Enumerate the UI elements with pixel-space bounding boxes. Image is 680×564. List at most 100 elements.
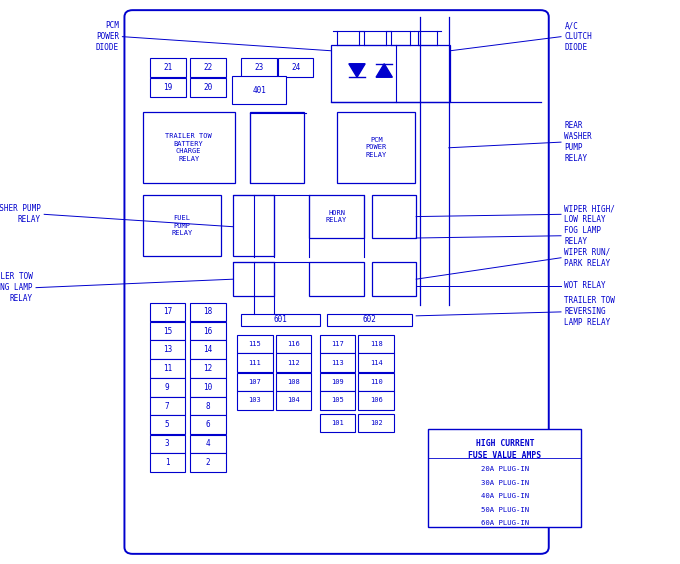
Bar [150,453,185,472]
Bar [190,453,226,472]
Bar [190,341,226,359]
Polygon shape [376,64,392,77]
Bar [150,415,185,434]
Bar [190,321,226,341]
Bar [150,58,186,77]
Bar [358,372,394,391]
Text: 30A PLUG-IN: 30A PLUG-IN [481,480,529,486]
Bar [428,429,581,527]
Text: 2: 2 [206,458,210,467]
Text: 112: 112 [288,360,300,365]
Text: 4: 4 [206,439,210,448]
Text: FUEL
PUMP
RELAY: FUEL PUMP RELAY [171,215,192,236]
Bar [320,372,355,391]
Bar [150,341,185,359]
Text: 1: 1 [165,458,169,467]
Text: 6: 6 [206,420,210,429]
Bar [358,335,394,353]
Text: 602: 602 [362,315,377,324]
Bar [190,434,226,453]
Text: HIGH CURRENT
FUSE VALUE AMPS: HIGH CURRENT FUSE VALUE AMPS [469,439,541,460]
Text: WASHER PUMP
RELAY: WASHER PUMP RELAY [0,204,41,224]
Bar [320,335,355,353]
Bar [237,353,273,372]
Text: 40A PLUG-IN: 40A PLUG-IN [481,494,529,499]
Text: PCM
POWER
RELAY: PCM POWER RELAY [366,137,387,158]
Text: TRAILER TOW
REVERSING
LAMP RELAY: TRAILER TOW REVERSING LAMP RELAY [564,296,615,328]
Text: 23: 23 [254,63,264,72]
Bar [233,195,274,256]
Text: 3: 3 [165,439,169,448]
Bar [276,391,311,409]
Text: 12: 12 [203,364,213,373]
Bar [232,76,286,104]
Bar [190,378,226,397]
Bar [150,78,186,97]
Text: 106: 106 [370,398,382,403]
Text: TRAILER TOW
BATTERY
CHARGE
RELAY: TRAILER TOW BATTERY CHARGE RELAY [165,133,212,162]
Bar [150,302,185,321]
Bar [250,112,304,183]
Text: 9: 9 [165,383,169,392]
Text: 10: 10 [203,383,213,392]
FancyBboxPatch shape [124,10,549,554]
Text: 24: 24 [291,63,301,72]
Text: 60A PLUG-IN: 60A PLUG-IN [481,521,529,526]
Text: 104: 104 [288,398,300,403]
Bar [190,302,226,321]
Text: 17: 17 [163,307,172,316]
Text: 15: 15 [163,327,172,336]
Bar [358,391,394,409]
Text: 118: 118 [370,341,382,347]
Bar [237,372,273,391]
Text: A/C
CLUTCH
DIODE: A/C CLUTCH DIODE [564,21,592,52]
Text: 101: 101 [331,420,343,426]
Bar [150,359,185,378]
Text: 115: 115 [249,341,261,347]
Text: 20A PLUG-IN: 20A PLUG-IN [481,466,529,472]
Text: 20: 20 [203,83,213,92]
Bar [190,397,226,415]
Text: 105: 105 [331,398,343,403]
Bar [278,58,313,77]
Text: 50A PLUG-IN: 50A PLUG-IN [481,507,529,513]
Text: WOT RELAY: WOT RELAY [564,281,606,290]
Text: FOG LAMP
RELAY: FOG LAMP RELAY [564,226,601,246]
Text: 109: 109 [331,379,343,385]
Bar [276,353,311,372]
Text: 116: 116 [288,341,300,347]
Text: TRAILER TOW
RUNNING LAMP
RELAY: TRAILER TOW RUNNING LAMP RELAY [0,272,33,303]
Bar [309,195,364,238]
Bar [372,262,416,296]
Text: 108: 108 [288,379,300,385]
Text: 114: 114 [370,360,382,365]
Bar [358,414,394,432]
Bar [237,391,273,409]
Bar [372,195,416,238]
Text: 19: 19 [163,83,173,92]
Bar [320,391,355,409]
Bar [190,415,226,434]
Bar [337,112,415,183]
Bar [331,45,450,102]
Text: HORN
RELAY: HORN RELAY [326,210,347,223]
Bar [276,372,311,391]
Text: REAR
WASHER
PUMP
RELAY: REAR WASHER PUMP RELAY [564,121,592,164]
Bar [309,262,364,296]
Text: 13: 13 [163,345,172,354]
Bar [190,78,226,97]
Bar [190,58,226,77]
Bar [150,321,185,341]
Text: 14: 14 [203,345,213,354]
Bar [150,434,185,453]
Bar [150,397,185,415]
Bar [241,314,320,326]
Bar [241,58,277,77]
Bar [233,262,274,296]
Text: 7: 7 [165,402,169,411]
Bar [276,335,311,353]
Text: 11: 11 [163,364,172,373]
Text: 107: 107 [249,379,261,385]
Bar [143,195,221,256]
Text: 117: 117 [331,341,343,347]
